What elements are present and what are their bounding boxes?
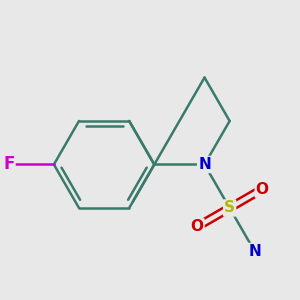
Text: O: O bbox=[256, 182, 269, 196]
Text: N: N bbox=[248, 244, 261, 259]
Text: S: S bbox=[224, 200, 235, 215]
Text: F: F bbox=[3, 155, 14, 173]
Text: O: O bbox=[190, 219, 203, 234]
Text: N: N bbox=[198, 157, 211, 172]
